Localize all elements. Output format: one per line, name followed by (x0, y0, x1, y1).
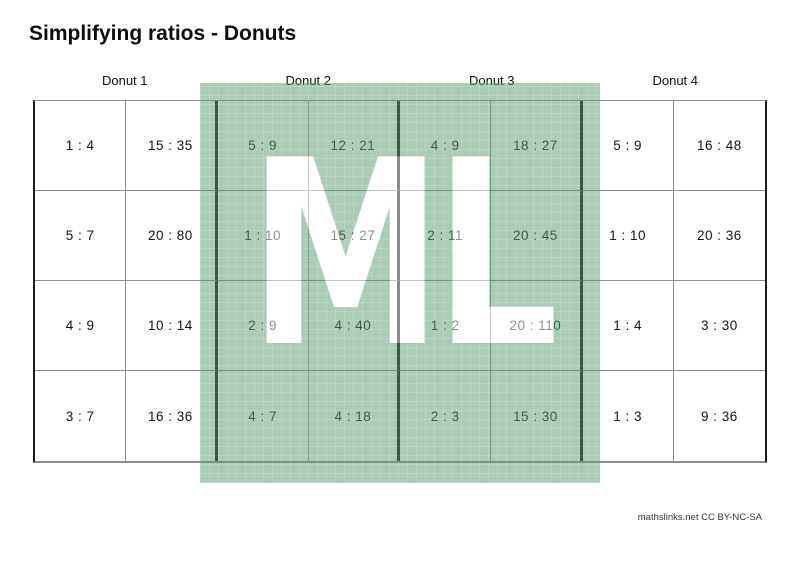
ratio-cell: 4 : 7 (218, 371, 309, 461)
page-title: Simplifying ratios - Donuts (29, 22, 297, 45)
ratio-cell: 15 : 30 (491, 371, 583, 461)
ratio-cell: 4 : 18 (309, 371, 400, 461)
ratio-cell: 20 : 36 (673, 191, 765, 281)
ratio-cell: 15 : 27 (308, 191, 400, 281)
donut-header-3: Donut 3 (468, 73, 515, 88)
ratio-cell: 5 : 9 (582, 101, 674, 191)
ratio-cell: 2 : 11 (400, 191, 492, 281)
ratio-table: 1 : 4 15 : 35 5 : 9 12 : 21 4 : 9 18 : 2… (33, 100, 767, 463)
footer-attribution: mathslinks.net CC BY-NC-SA (637, 512, 762, 523)
ratio-cell: 9 : 36 (700, 408, 738, 424)
ratio-cell: 12 : 21 (308, 101, 400, 191)
donut-header-2: Donut 2 (285, 73, 332, 88)
donut-group-headers: Donut 1 Donut 2 Donut 3 Donut 4 (33, 73, 767, 88)
ratio-cell: 1 : 4 (35, 101, 127, 191)
ratio-cell: 20 : 110 (491, 281, 583, 371)
ratio-cell: 1 : 10 (217, 191, 309, 281)
ratio-cell: 3 : 30 (673, 281, 765, 371)
ratio-cell: 4 : 9 (35, 281, 127, 371)
ratio-cell: 16 : 48 (673, 101, 765, 191)
ratio-cell: 5 : 7 (35, 191, 127, 281)
ratio-cell: 3 : 7 (35, 371, 127, 461)
ratio-cell: 2 : 3 (400, 371, 492, 461)
ratio-cell: 2 : 9 (217, 281, 309, 371)
ratio-cell: 1 : 2 (400, 281, 492, 371)
ratio-cell: 5 : 9 (217, 101, 309, 191)
ratio-cell: 1 : 4 (582, 281, 674, 371)
ratio-cell: 16 : 36 (126, 371, 218, 461)
ratio-cell: 1 : 10 (582, 191, 674, 281)
donut-header-1: Donut 1 (101, 73, 148, 88)
ratio-cell: 18 : 27 (491, 101, 583, 191)
donut-header-4: Donut 4 (652, 73, 699, 88)
ratio-cell: 15 : 35 (126, 101, 218, 191)
ratio-cell: 20 : 80 (126, 191, 218, 281)
ratio-cell: 1 : 3 (583, 371, 674, 461)
ratio-cell: 4 : 9 (400, 101, 492, 191)
ratio-cell: 4 : 40 (308, 281, 400, 371)
ratio-cell: 20 : 45 (491, 191, 583, 281)
ratio-cell: 10 : 14 (126, 281, 218, 371)
